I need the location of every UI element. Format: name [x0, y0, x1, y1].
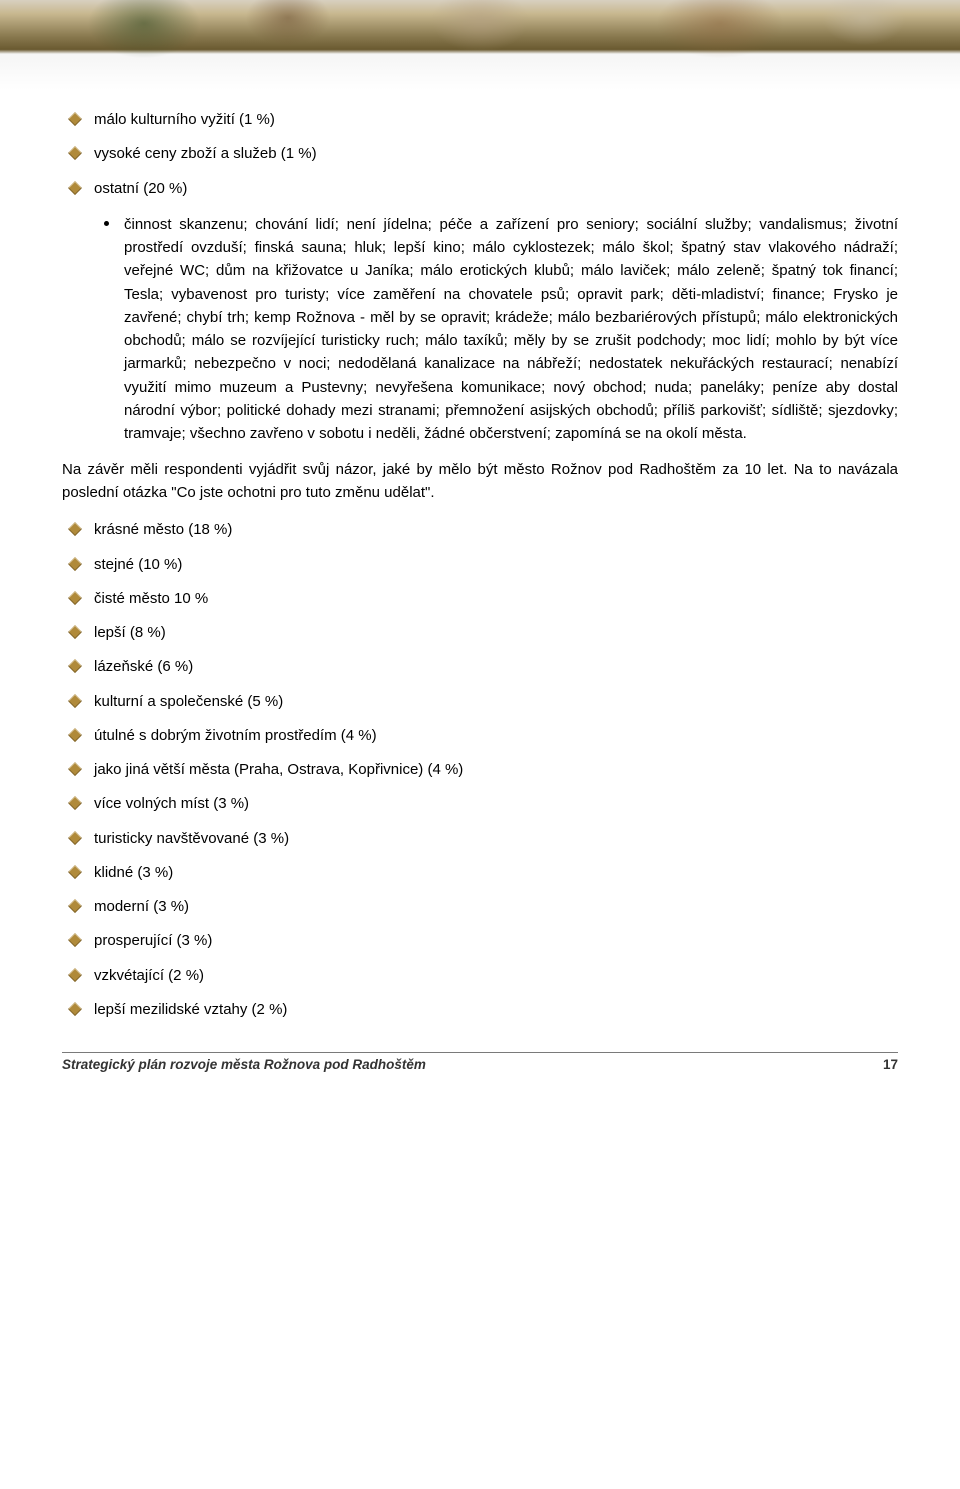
- sublist: činnost skanzenu; chování lidí; není jíd…: [94, 213, 898, 446]
- list-item-text: klidné (3 %): [94, 864, 173, 881]
- footer-page-number: 17: [883, 1057, 898, 1072]
- list-item-text: vzkvétající (2 %): [94, 967, 204, 984]
- sublist-text: činnost skanzenu; chování lidí; není jíd…: [124, 216, 898, 442]
- sublist-item: činnost skanzenu; chování lidí; není jíd…: [94, 213, 898, 446]
- list-item: krásné město (18 %): [62, 520, 898, 540]
- list-item: čisté město 10 %: [62, 589, 898, 609]
- header-banner-image: [0, 0, 960, 90]
- list-item-text: kulturní a společenské (5 %): [94, 693, 283, 710]
- list-item: lepší (8 %): [62, 623, 898, 643]
- list-item: lepší mezilidské vztahy (2 %): [62, 1000, 898, 1020]
- list-item: málo kulturního vyžití (1 %): [62, 110, 898, 130]
- list-item-text: vysoké ceny zboží a služeb (1 %): [94, 145, 317, 162]
- page-footer: Strategický plán rozvoje města Rožnova p…: [62, 1052, 898, 1088]
- list-item-text: stejné (10 %): [94, 556, 182, 573]
- list-item: útulné s dobrým životním prostředím (4 %…: [62, 726, 898, 746]
- list-item-text: útulné s dobrým životním prostředím (4 %…: [94, 727, 377, 744]
- list-item: stejné (10 %): [62, 555, 898, 575]
- list-item-text: málo kulturního vyžití (1 %): [94, 111, 275, 128]
- list-top: málo kulturního vyžití (1 %) vysoké ceny…: [62, 110, 898, 445]
- list-item: vzkvétající (2 %): [62, 966, 898, 986]
- list-item-text: lázeňské (6 %): [94, 658, 193, 675]
- paragraph: Na závěr měli respondenti vyjádřit svůj …: [62, 459, 898, 504]
- page-content: málo kulturního vyžití (1 %) vysoké ceny…: [0, 90, 960, 1044]
- list-item: prosperující (3 %): [62, 931, 898, 951]
- list-item: více volných míst (3 %): [62, 794, 898, 814]
- list-item-text: ostatní (20 %): [94, 180, 187, 197]
- list-item: klidné (3 %): [62, 863, 898, 883]
- list-item: kulturní a společenské (5 %): [62, 692, 898, 712]
- list-item: jako jiná větší města (Praha, Ostrava, K…: [62, 760, 898, 780]
- list-item: lázeňské (6 %): [62, 657, 898, 677]
- list-item: ostatní (20 %) činnost skanzenu; chování…: [62, 179, 898, 446]
- list-item-text: čisté město 10 %: [94, 590, 208, 607]
- list-item: turisticky navštěvované (3 %): [62, 829, 898, 849]
- footer-title: Strategický plán rozvoje města Rožnova p…: [62, 1057, 426, 1072]
- list-item-text: turisticky navštěvované (3 %): [94, 830, 289, 847]
- list-item-text: lepší (8 %): [94, 624, 166, 641]
- list-item-text: prosperující (3 %): [94, 932, 212, 949]
- list-item-text: moderní (3 %): [94, 898, 189, 915]
- list-item-text: lepší mezilidské vztahy (2 %): [94, 1001, 287, 1018]
- list-item-text: více volných míst (3 %): [94, 795, 249, 812]
- list-item: vysoké ceny zboží a služeb (1 %): [62, 144, 898, 164]
- list-item: moderní (3 %): [62, 897, 898, 917]
- list-bottom: krásné město (18 %) stejné (10 %) čisté …: [62, 520, 898, 1020]
- list-item-text: krásné město (18 %): [94, 521, 232, 538]
- list-item-text: jako jiná větší města (Praha, Ostrava, K…: [94, 761, 463, 778]
